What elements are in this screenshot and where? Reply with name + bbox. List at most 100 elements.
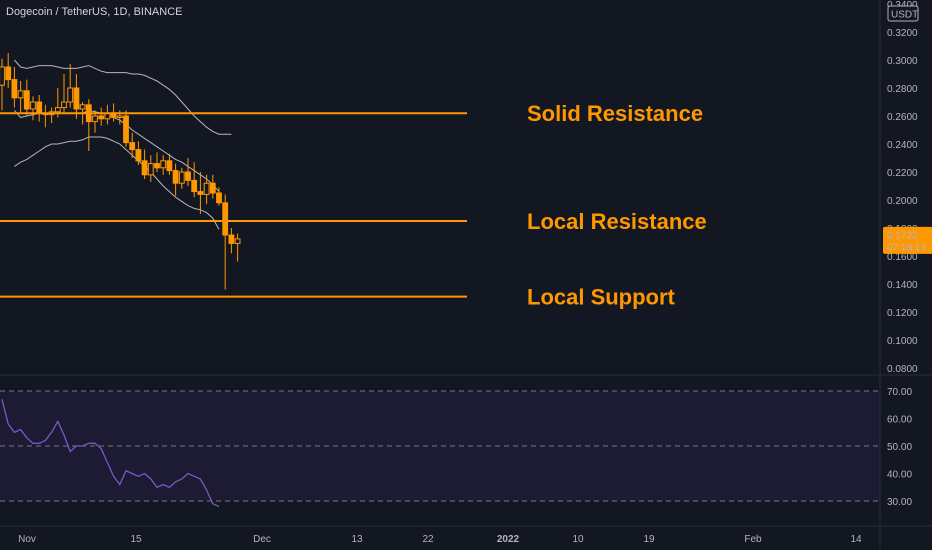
candle-body — [160, 160, 167, 169]
quote-unit-badge — [887, 5, 919, 22]
candle — [154, 152, 160, 172]
candle-body — [209, 182, 216, 194]
symbol-title: Dogecoin / TetherUS, 1D, BINANCE — [6, 6, 183, 18]
date-tick-label: 15 — [130, 534, 142, 545]
price-tick-label: 0.2600 — [887, 112, 918, 123]
rsi-tick-label: 50.00 — [887, 442, 912, 453]
candle — [67, 64, 74, 108]
candle — [30, 96, 36, 121]
date-axis: Nov 15 Dec 13 22 2022 10 19 Feb 14 — [18, 534, 862, 545]
price-tick-label: 0.2200 — [887, 168, 918, 179]
candle-body — [228, 234, 235, 244]
rsi-pane — [0, 390, 880, 508]
candle-body — [197, 191, 204, 195]
countdown-label: 07:18:13 — [887, 242, 926, 253]
rsi-tick-label: 60.00 — [887, 415, 912, 426]
candle-body — [92, 115, 98, 123]
candle-body — [36, 101, 43, 114]
last-price-tag — [883, 226, 932, 254]
candle — [104, 104, 111, 125]
candle — [178, 167, 185, 189]
candle-body — [178, 171, 185, 184]
candle-body — [54, 107, 61, 113]
candle — [42, 104, 49, 128]
candle — [234, 233, 241, 262]
date-tick-label: 2022 — [497, 534, 520, 545]
candle — [191, 162, 198, 198]
candle-body — [234, 238, 241, 244]
rsi-line — [1, 399, 220, 508]
level-label: Solid Resistance — [527, 101, 703, 126]
bollinger-lower-line — [14, 136, 220, 230]
candle — [73, 74, 80, 119]
rsi-tick-label: 30.00 — [887, 497, 912, 508]
candle — [98, 107, 105, 126]
candle — [61, 74, 67, 114]
candle-body — [216, 192, 222, 204]
candle-body — [5, 66, 12, 81]
price-pane: Solid Resistance Local Resistance Local Su… — [0, 53, 707, 310]
candle — [197, 172, 204, 214]
candle-body — [17, 90, 24, 99]
candle-body — [79, 104, 86, 110]
candle — [48, 107, 55, 123]
candle-body — [166, 160, 173, 172]
candle — [160, 155, 167, 175]
candle — [135, 141, 142, 165]
date-tick-label: 10 — [572, 534, 584, 545]
rsi-tick-label: 40.00 — [887, 470, 912, 481]
rsi-tick-label: 70.00 — [887, 387, 912, 398]
candle — [129, 132, 136, 158]
price-tick-label: 0.2000 — [887, 196, 918, 207]
candle-body — [11, 79, 18, 99]
date-tick-label: Feb — [744, 534, 762, 545]
bollinger-upper-line — [14, 59, 232, 135]
candle — [216, 187, 222, 206]
date-tick-label: Dec — [253, 534, 271, 545]
price-tick-label: 0.1400 — [887, 280, 918, 291]
candle — [36, 95, 43, 122]
price-tick-label: 0.3200 — [887, 28, 918, 39]
level-label: Local Support — [527, 285, 676, 310]
candle-body — [203, 182, 210, 195]
candle — [172, 163, 179, 196]
candle — [123, 110, 129, 147]
candle-body — [141, 160, 148, 176]
candle-body — [147, 163, 154, 176]
date-tick-label: Nov — [18, 534, 36, 545]
candle — [141, 149, 148, 179]
candle-body — [185, 171, 191, 181]
price-tick-label: 0.3000 — [887, 56, 918, 67]
candle-body — [222, 202, 229, 236]
candle-body — [73, 87, 80, 110]
candle-body — [154, 163, 160, 169]
level-label: Local Resistance — [527, 209, 707, 234]
candle — [85, 99, 92, 151]
candle — [203, 174, 210, 205]
candle-body — [0, 66, 5, 86]
price-tick-label: 0.2800 — [887, 84, 918, 95]
date-tick-label: 19 — [643, 534, 655, 545]
candle — [228, 228, 235, 254]
price-tick-label: 0.1200 — [887, 308, 918, 319]
price-tick-label: 0.2400 — [887, 140, 918, 151]
price-tick-label: 0.1000 — [887, 336, 918, 347]
candle-body — [172, 170, 179, 184]
candle-body — [67, 87, 74, 103]
price-tick-label: 0.0800 — [887, 364, 918, 375]
candle — [147, 155, 154, 182]
candle — [17, 81, 24, 114]
candle-body — [98, 115, 105, 120]
candle-body — [23, 90, 30, 110]
candle-body — [129, 142, 136, 151]
candle — [5, 53, 12, 88]
rsi-axis: 70.00 60.00 50.00 40.00 30.00 — [887, 387, 912, 508]
candle-body — [30, 101, 36, 110]
candle — [23, 79, 30, 116]
candle — [11, 67, 18, 108]
candle-body — [61, 101, 67, 109]
price-tick-label: 0.1600 — [887, 252, 918, 263]
date-tick-label: 14 — [850, 534, 862, 545]
candle-body — [135, 149, 142, 162]
